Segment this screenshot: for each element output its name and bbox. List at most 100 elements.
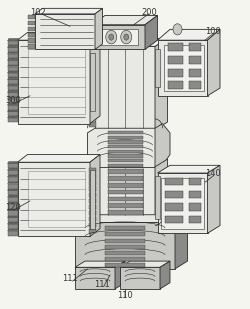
Polygon shape <box>28 15 35 19</box>
Polygon shape <box>8 184 18 188</box>
Polygon shape <box>8 79 18 84</box>
Polygon shape <box>75 267 115 289</box>
Polygon shape <box>189 178 201 185</box>
Polygon shape <box>161 178 204 229</box>
Polygon shape <box>89 111 96 116</box>
Polygon shape <box>8 182 19 184</box>
Polygon shape <box>8 66 18 71</box>
Polygon shape <box>8 161 19 163</box>
Polygon shape <box>108 210 142 215</box>
Polygon shape <box>189 216 201 223</box>
Polygon shape <box>8 197 18 202</box>
Polygon shape <box>89 67 96 71</box>
Polygon shape <box>164 45 204 91</box>
Polygon shape <box>28 38 35 43</box>
Polygon shape <box>105 245 145 249</box>
Polygon shape <box>108 190 142 194</box>
Text: 200: 200 <box>141 8 157 17</box>
Polygon shape <box>165 203 182 211</box>
Polygon shape <box>18 154 100 162</box>
Polygon shape <box>189 203 201 211</box>
Polygon shape <box>8 73 18 78</box>
Polygon shape <box>89 168 96 173</box>
Polygon shape <box>108 150 142 153</box>
Polygon shape <box>90 32 100 124</box>
Polygon shape <box>89 180 96 185</box>
Polygon shape <box>115 261 125 289</box>
Polygon shape <box>8 190 18 195</box>
Polygon shape <box>108 131 142 134</box>
Polygon shape <box>8 170 18 175</box>
Polygon shape <box>8 115 19 118</box>
Polygon shape <box>8 163 18 168</box>
Polygon shape <box>89 229 96 233</box>
Polygon shape <box>105 226 145 230</box>
Polygon shape <box>90 53 95 111</box>
Polygon shape <box>8 60 18 65</box>
Polygon shape <box>89 187 96 191</box>
Polygon shape <box>8 54 18 58</box>
Polygon shape <box>8 58 19 60</box>
Polygon shape <box>92 15 158 25</box>
Polygon shape <box>158 40 208 96</box>
Polygon shape <box>89 78 96 83</box>
Text: 102: 102 <box>30 8 46 17</box>
Polygon shape <box>89 56 96 61</box>
Polygon shape <box>165 216 182 223</box>
Polygon shape <box>89 106 96 110</box>
Polygon shape <box>155 39 168 130</box>
Polygon shape <box>145 15 158 49</box>
Polygon shape <box>8 224 18 229</box>
Polygon shape <box>108 145 142 148</box>
Polygon shape <box>120 267 160 289</box>
Circle shape <box>109 34 114 40</box>
Polygon shape <box>8 90 19 92</box>
Polygon shape <box>168 56 182 64</box>
Polygon shape <box>8 118 18 122</box>
Polygon shape <box>89 199 96 203</box>
Polygon shape <box>105 232 145 236</box>
Polygon shape <box>89 73 96 77</box>
Polygon shape <box>168 81 182 89</box>
Polygon shape <box>8 195 19 197</box>
Polygon shape <box>90 154 100 236</box>
Polygon shape <box>35 8 102 14</box>
Polygon shape <box>108 154 142 158</box>
Polygon shape <box>18 32 100 40</box>
Polygon shape <box>168 69 182 77</box>
Polygon shape <box>8 231 18 236</box>
Polygon shape <box>8 41 18 45</box>
Polygon shape <box>35 14 95 49</box>
Polygon shape <box>8 77 19 79</box>
Polygon shape <box>8 168 19 170</box>
Polygon shape <box>8 45 19 47</box>
Text: 100: 100 <box>205 27 221 36</box>
Polygon shape <box>89 51 96 55</box>
Polygon shape <box>120 261 170 267</box>
Polygon shape <box>89 100 96 105</box>
Polygon shape <box>89 174 96 179</box>
Polygon shape <box>189 43 201 51</box>
Polygon shape <box>88 128 162 170</box>
Polygon shape <box>8 175 19 177</box>
Polygon shape <box>160 261 170 289</box>
Polygon shape <box>89 117 96 121</box>
Polygon shape <box>105 251 145 255</box>
Polygon shape <box>89 95 96 99</box>
Polygon shape <box>8 204 18 209</box>
Polygon shape <box>8 86 18 90</box>
Polygon shape <box>108 197 142 201</box>
Polygon shape <box>89 122 96 127</box>
Polygon shape <box>8 99 18 103</box>
Circle shape <box>121 30 132 44</box>
Polygon shape <box>89 193 96 197</box>
Polygon shape <box>8 92 18 97</box>
Polygon shape <box>8 47 18 52</box>
Polygon shape <box>8 83 19 86</box>
Polygon shape <box>90 170 95 229</box>
Polygon shape <box>108 136 142 139</box>
Polygon shape <box>89 84 96 88</box>
Polygon shape <box>8 64 19 66</box>
Polygon shape <box>8 229 19 231</box>
Polygon shape <box>8 112 18 116</box>
